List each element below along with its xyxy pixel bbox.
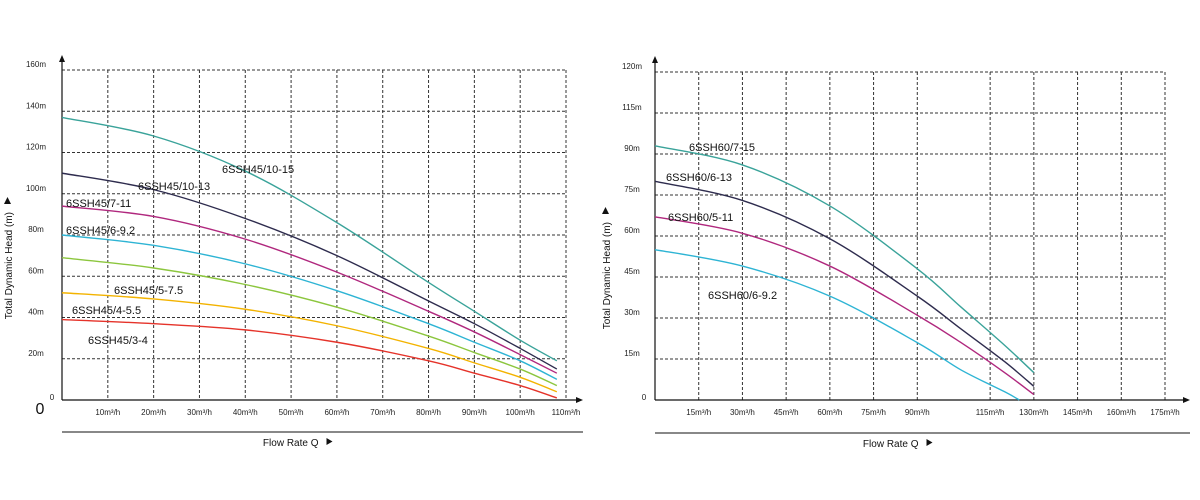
y-tick-label-zero: 0 — [642, 393, 647, 402]
x-tick-label: 80m³/h — [416, 408, 441, 417]
x-tick-label: 70m³/h — [370, 408, 395, 417]
chart-1: 10m³/h 20m³/h 30m³/h 40m³/h 50m³/h 60m³/h 70m³… — [4, 55, 583, 449]
x-tick-label: 50m³/h — [279, 408, 304, 417]
x-tick-label: 60m³/h — [324, 408, 349, 417]
series-line-6ssh45-6-9-2 — [61, 234, 558, 380]
x-axis-title-arrow-icon — [926, 439, 933, 446]
x-tick-label: 10m³/h — [95, 408, 120, 417]
x-tick-label: 20m³/h — [141, 408, 166, 417]
series-line-6ssh45-10-15 — [61, 116, 558, 362]
x-tick-label: 110m³/h — [552, 408, 581, 417]
x-tick-label: 130m³/h — [1019, 408, 1048, 417]
y-tick-label: 15m — [624, 349, 640, 358]
x-tick-label: 160m³/h — [1107, 408, 1136, 417]
series-line-6ssh60-6-13 — [654, 180, 1035, 387]
x-tick-label: 145m³/h — [1063, 408, 1092, 417]
x-tick-label: 115m³/h — [976, 408, 1005, 417]
x-tick-label: 90m³/h — [905, 408, 930, 417]
x-tick-label: 15m³/h — [686, 408, 711, 417]
y-tick-label: 20m — [28, 349, 44, 358]
y-tick-label: 120m — [622, 62, 642, 71]
series-label: 6SSH60/6-9.2 — [708, 290, 777, 302]
y-tick-label: 60m — [624, 226, 640, 235]
series-line-6ssh45-5-7-5 — [61, 256, 558, 387]
x-axis-title: Flow Rate Q — [863, 439, 919, 450]
y-tick-label: 80m — [28, 225, 44, 234]
y-axis-arrow-icon — [652, 56, 658, 63]
series-label: 6SSH60/6-13 — [666, 172, 732, 184]
series-label: 6SSH45/10-13 — [138, 181, 210, 193]
series-label: 6SSH45/5-7.5 — [114, 285, 183, 297]
x-tick-label: 100m³/h — [506, 408, 535, 417]
y-axis-title-arrow-icon — [602, 207, 609, 214]
series-line-6ssh45-3-4 — [61, 318, 558, 399]
series-line-6ssh45-7-11 — [61, 205, 558, 374]
x-tick-label: 75m³/h — [861, 408, 886, 417]
y-tick-label: 60m — [28, 266, 44, 275]
y-tick-label: 75m — [624, 185, 640, 194]
series-label: 6SSH45/6-9.2 — [66, 225, 135, 237]
y-tick-label: 30m — [624, 308, 640, 317]
y-tick-label-zero: 0 — [50, 393, 55, 402]
y-axis-title: Total Dynamic Head (m) — [602, 222, 613, 329]
x-axis-arrow-icon — [576, 397, 583, 403]
y-tick-label: 100m — [26, 184, 46, 193]
series-line-6ssh60-5-11 — [654, 216, 1035, 396]
chart-2: 15m³/h 30m³/h 45m³/h 60m³/h 75m³/h 90m³/h 115m… — [602, 56, 1190, 450]
y-tick-label: 45m — [624, 267, 640, 276]
x-tick-label: 90m³/h — [462, 408, 487, 417]
x-tick-label: 45m³/h — [774, 408, 799, 417]
y-axis-title-arrow-icon — [4, 197, 11, 204]
y-tick-label: 140m — [26, 101, 46, 110]
series-line-6ssh45-4-5-5 — [61, 292, 558, 393]
series-label: 6SSH45/3-4 — [88, 335, 148, 347]
x-tick-label: 60m³/h — [817, 408, 842, 417]
y-tick-label: 115m — [622, 103, 642, 112]
y-axis-arrow-icon — [59, 55, 65, 62]
x-tick-label: 30m³/h — [187, 408, 212, 417]
y-tick-label: 160m — [26, 60, 46, 69]
y-tick-label: 40m — [28, 308, 44, 317]
x-tick-label: 175m³/h — [1150, 408, 1179, 417]
x-tick-label: 30m³/h — [730, 408, 755, 417]
series-label: 6SSH60/7-15 — [689, 142, 755, 154]
x-axis-title: Flow Rate Q — [263, 438, 319, 449]
y-tick-label: 120m — [26, 143, 46, 152]
x-axis-arrow-icon — [1183, 397, 1190, 403]
series-label: 6SSH45/10-15 — [222, 164, 294, 176]
series-label: 6SSH45/4-5.5 — [72, 305, 141, 317]
x-tick-label: 40m³/h — [233, 408, 258, 417]
series-line-6ssh60-7-15 — [654, 145, 1035, 374]
series-line-6ssh60-6-9-2 — [654, 248, 1020, 401]
y-axis-title: Total Dynamic Head (m) — [4, 212, 15, 319]
origin-label: 0 — [36, 401, 45, 418]
series-line-6ssh45-10-13 — [61, 172, 558, 370]
series-label: 6SSH60/5-11 — [668, 212, 733, 224]
series-label: 6SSH45/7-11 — [66, 198, 131, 210]
y-tick-label: 90m — [624, 144, 640, 153]
x-axis-title-arrow-icon — [326, 438, 333, 445]
